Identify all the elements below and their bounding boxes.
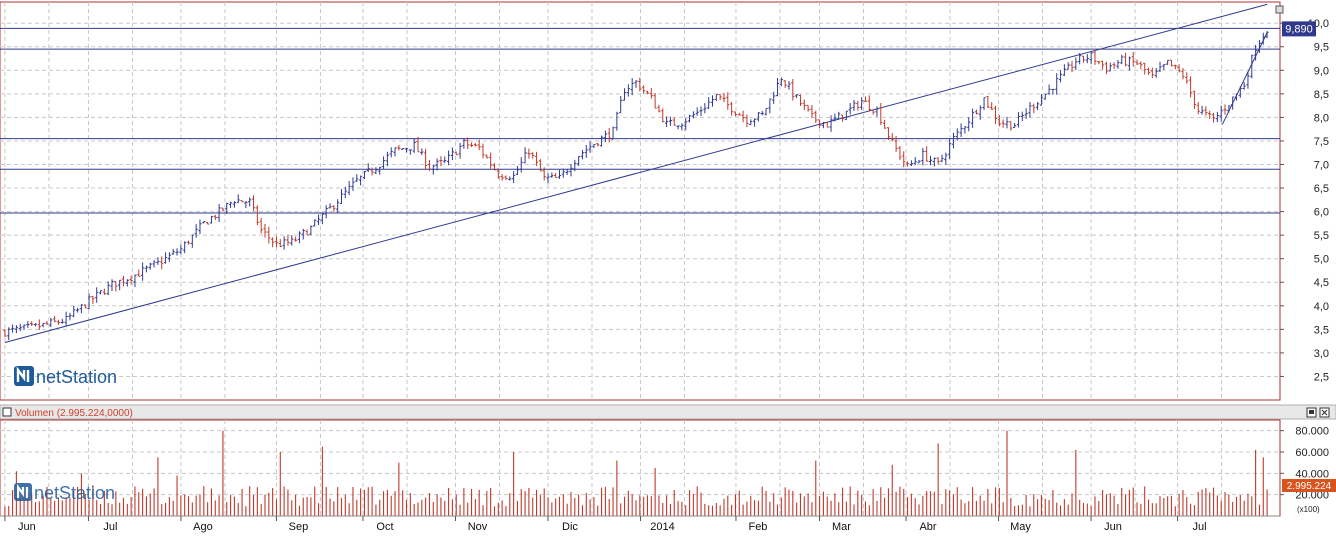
x-month-label: 2014 [650, 521, 674, 533]
price-panel: 2,5 3,0 3,5 4,0 4,5 5,0 5,5 6,0 6,5 7,0 7,5 8,0 8,5 9… [0, 1, 1329, 401]
price-y-tick-label: 4,5 [1314, 277, 1329, 289]
volume-header-bar [0, 404, 1336, 420]
x-month-label: Jun [18, 521, 36, 533]
last-price-tag: 9,890 [1282, 21, 1316, 37]
volume-panel-icon [2, 407, 12, 417]
last-price-label: 9,890 [1285, 23, 1313, 35]
volume-unit-label: (x100) [1297, 505, 1320, 514]
netstation-logo-bottom: netStation [14, 483, 115, 503]
x-month-label: Abr [919, 521, 936, 533]
volume-grid [0, 420, 1280, 516]
netstation-logo-top: netStation [14, 366, 117, 387]
trend-line [4, 3, 1268, 344]
price-y-tick-label: 6,0 [1314, 207, 1329, 219]
x-month-label: Jul [1193, 521, 1207, 533]
price-y-tick-label: 9,0 [1314, 65, 1329, 77]
volume-bars [4, 430, 1268, 516]
x-month-label: Feb [748, 521, 767, 533]
price-bars [3, 31, 1269, 341]
price-y-tick-label: 5,5 [1314, 230, 1329, 242]
netstation-logo-text: netStation [36, 367, 117, 387]
netstation-logo-text-bottom: netStation [34, 483, 115, 503]
volume-window-controls [1306, 407, 1330, 418]
support-lines [0, 27, 1280, 214]
price-y-tick-label: 9,5 [1314, 42, 1329, 54]
price-y-tick-label: 2,5 [1314, 371, 1329, 383]
x-axis: Jun Jul Ago Sep Oct Nov Dic 2014 Feb Mar Abr May Jun… [0, 515, 1280, 533]
price-y-tick-label: 8,5 [1314, 89, 1329, 101]
volume-y-axis: 20.000 40.000 60.000 80.000 [1280, 426, 1329, 502]
volume-panel-title: Volumen (2.995.224,0000) [15, 408, 133, 419]
price-y-tick-label: 5,0 [1314, 254, 1329, 266]
last-volume-tag-bg [1282, 479, 1336, 492]
x-month-label: Sep [289, 521, 309, 533]
x-month-label: Jun [1104, 521, 1122, 533]
price-grid [0, 2, 1280, 400]
last-volume-label: 2.995.224 [1287, 481, 1332, 492]
price-corner-handle[interactable] [1275, 5, 1284, 14]
price-y-tick-label: 7,0 [1314, 159, 1329, 171]
volume-y-tick-label: 40.000 [1295, 468, 1329, 480]
price-y-tick-label: 6,5 [1314, 183, 1329, 195]
price-y-axis: 2,5 3,0 3,5 4,0 4,5 5,0 5,5 6,0 6,5 7,0 7,5 8,0 8,5 9… [1280, 18, 1329, 383]
price-y-tick-label: 8,0 [1314, 112, 1329, 124]
last-volume-tag: 2.995.224 [1282, 479, 1336, 492]
netstation-logo-icon [14, 366, 34, 386]
x-month-label: Dic [562, 521, 578, 533]
netstation-logo-icon-bottom [14, 483, 32, 501]
x-month-label: Jul [103, 521, 117, 533]
price-y-tick-label: 3,0 [1314, 348, 1329, 360]
volume-y-tick-label: 60.000 [1295, 447, 1329, 459]
price-y-tick-label: 4,0 [1314, 301, 1329, 313]
x-month-label: Nov [468, 521, 488, 533]
last-price-tag-bg [1282, 21, 1316, 37]
x-month-label: Ago [193, 521, 213, 533]
x-month-label: Oct [376, 521, 393, 533]
price-y-tick-label: 3,5 [1314, 324, 1329, 336]
volume-y-tick-label: 80.000 [1295, 426, 1329, 438]
x-month-label: May [1010, 521, 1031, 533]
price-y-tick-label: 7,5 [1314, 136, 1329, 148]
volume-y-tick-label: 20.000 [1295, 490, 1329, 502]
volume-panel: Volumen (2.995.224,0000) 20.000 40.000 60.… [0, 404, 1336, 517]
x-month-label: Mar [832, 521, 851, 533]
